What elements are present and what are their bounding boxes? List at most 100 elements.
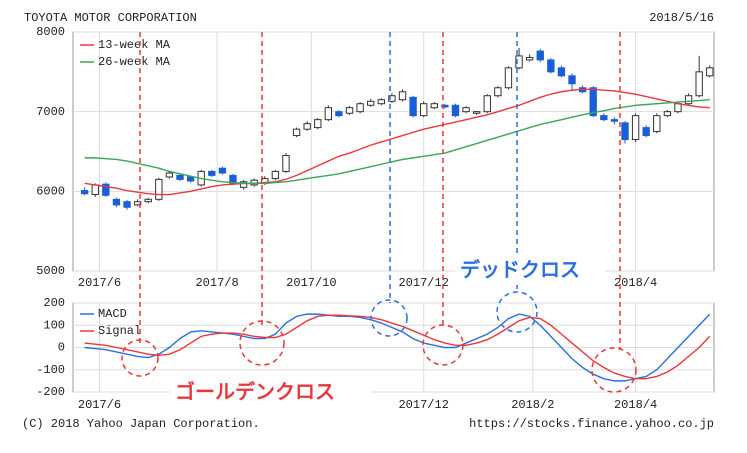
x-tick-label: 2017/12 [398,276,448,290]
candle-body [568,75,576,85]
candle-body [229,174,237,184]
candle-body [409,96,417,117]
y-tick-label: 7000 [36,105,65,119]
candle-body [303,123,311,130]
candle-body [91,184,99,196]
candle-body [695,71,703,97]
candle-body [557,67,566,77]
y-tick-label: 6000 [36,185,65,199]
candle-body [133,201,142,206]
candle-body [706,67,714,77]
series-line [84,88,710,196]
x-tick-label: 2017/6 [78,398,121,412]
candle-body [653,115,661,133]
candle-body [345,107,354,114]
y-tick-label: 5000 [36,264,65,278]
candle-body [663,111,672,117]
candle-body [80,190,89,195]
cross-circle [121,339,159,377]
candle-body [123,201,131,208]
candle-body [112,198,121,206]
y-tick-label: 100 [43,318,65,332]
dead-cross-label: デッドクロス [460,258,580,282]
candle-body [165,172,174,178]
candle-body [600,115,608,121]
candle-body [494,87,502,97]
legend-label: MACD [98,307,127,321]
x-tick-label: 2018/4 [614,398,657,412]
y-tick-label: 8000 [36,25,65,39]
candle-body [398,91,407,101]
candle-body [430,103,438,109]
x-tick-label: 2018/4 [614,276,657,290]
legend-label: 13-week MA [98,38,171,52]
candle-body [525,56,534,61]
cross-circle [422,324,464,366]
candle-body [186,176,195,182]
x-tick-label: 2017/6 [78,276,121,290]
date: 2018/5/16 [649,11,714,25]
copyright: (C) 2018 Yahoo Japan Corporation. [22,417,260,431]
candle-body [441,104,449,108]
candle-body [547,59,555,73]
candle-body [292,128,301,137]
candle-body [388,95,396,102]
candle-body [335,111,343,117]
candle-body [589,87,597,117]
annotation-layer [121,32,637,393]
candle-body [324,107,333,121]
candle-body [271,170,280,180]
y-tick-label: -100 [36,363,65,377]
annotation-bg [455,257,605,285]
source-url: https://stocks.finance.yahoo.co.jp [469,417,714,431]
series-line [84,314,711,380]
candle-body [208,170,216,176]
x-tick-label: 2017/10 [286,276,336,290]
y-tick-label: -200 [36,385,65,399]
x-tick-label: 2017/12 [398,398,448,412]
candle-body [102,183,110,196]
candle-body [642,127,650,137]
series-line [84,313,711,382]
candle-body [420,103,428,117]
candle-body [377,99,385,105]
golden-cross-label: ゴールデンクロス [175,380,335,404]
cross-circle [496,291,538,333]
candle-body [176,174,184,180]
y-tick-label: 0 [58,341,65,355]
candle-body [515,55,523,69]
cross-circle [239,320,285,366]
marks-layer: 13-week MA 26-week MA MACD Signal [80,38,714,382]
candle-body [483,95,491,113]
annotation-bg [170,378,370,408]
candle-body [144,198,152,203]
candle-body [356,103,364,113]
candle-body [504,67,513,89]
cross-circle [370,299,408,337]
plot-area [72,31,715,272]
candle-body [155,178,163,200]
candle-body [610,119,619,122]
candle-body [367,100,375,106]
candle-body [218,167,227,174]
x-tick-label: 2018/2 [511,398,554,412]
candle-body [314,119,322,129]
candle-body [536,50,544,61]
company-name: TOYOTA MOTOR CORPORATION [24,11,197,25]
candle-body [684,95,693,105]
legend-label: 26-week MA [98,55,171,69]
candle-body [472,111,481,114]
y-tick-label: 200 [43,296,65,310]
candle-body [451,104,460,117]
candle-body [462,107,470,113]
candle-body [631,115,640,141]
x-tick-label: 2017/8 [195,276,238,290]
candle-body [621,122,629,141]
legend-label: Signal [98,324,141,338]
series-line [84,99,710,185]
candle-body [239,181,248,188]
candle-body [282,154,290,172]
candle-body [674,103,682,113]
grid-layer: 5000 6000 7000 8000 2017/6 2017/8 2017/10 2017/… [36,25,715,412]
